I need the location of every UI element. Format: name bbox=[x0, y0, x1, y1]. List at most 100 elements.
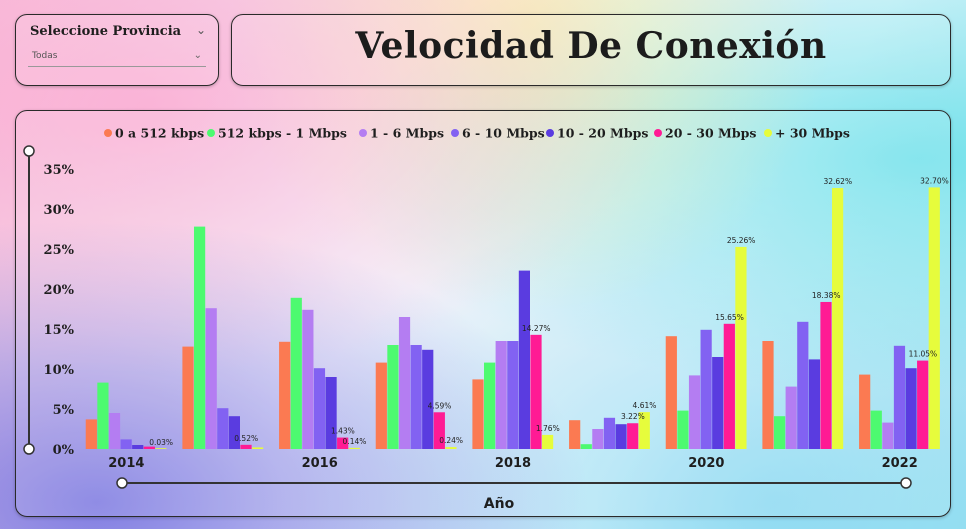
bar[interactable] bbox=[870, 410, 882, 449]
bar[interactable] bbox=[774, 416, 786, 449]
y-tick-label: 10% bbox=[44, 363, 75, 378]
y-tick-label: 20% bbox=[44, 283, 75, 298]
data-label: 25.26% bbox=[727, 236, 756, 245]
x-axis: 2014 2016 2018 2020 2022 bbox=[108, 456, 918, 471]
bar[interactable] bbox=[723, 323, 735, 449]
legend-item[interactable]: + 30 Mbps bbox=[764, 126, 850, 141]
bar[interactable] bbox=[108, 413, 121, 449]
bar[interactable] bbox=[893, 345, 906, 449]
bar[interactable] bbox=[542, 434, 554, 449]
bar[interactable] bbox=[182, 346, 194, 449]
bar[interactable] bbox=[507, 341, 519, 449]
bar[interactable] bbox=[518, 270, 530, 449]
bar[interactable] bbox=[155, 448, 167, 449]
legend-label: 20 - 30 Mbps bbox=[665, 126, 756, 141]
bar[interactable] bbox=[422, 349, 434, 449]
legend-label: 1 - 6 Mbps bbox=[370, 126, 444, 141]
bar[interactable] bbox=[592, 429, 604, 449]
bar[interactable] bbox=[569, 420, 581, 449]
bar[interactable] bbox=[348, 447, 360, 449]
bar[interactable] bbox=[472, 379, 484, 449]
bar[interactable] bbox=[820, 301, 832, 449]
legend-item[interactable]: 1 - 6 Mbps bbox=[359, 126, 444, 141]
bar[interactable] bbox=[410, 345, 422, 449]
legend-swatch bbox=[104, 129, 112, 137]
bar[interactable] bbox=[808, 359, 820, 449]
page-title: Velocidad De Conexión bbox=[355, 25, 827, 67]
legend-swatch bbox=[359, 129, 367, 137]
axis-sliders bbox=[23, 145, 912, 489]
bar[interactable] bbox=[387, 345, 399, 449]
bar[interactable] bbox=[445, 447, 457, 449]
legend-item[interactable]: 10 - 20 Mbps bbox=[546, 126, 648, 141]
legend-item[interactable]: 0 a 512 kbps bbox=[104, 126, 204, 141]
data-label: 15.65% bbox=[715, 313, 744, 322]
bar[interactable] bbox=[580, 444, 592, 449]
bar[interactable] bbox=[433, 412, 445, 449]
bar[interactable] bbox=[484, 362, 496, 449]
bar[interactable] bbox=[302, 309, 314, 449]
bar[interactable] bbox=[735, 246, 747, 449]
bar[interactable] bbox=[928, 187, 940, 449]
bar[interactable] bbox=[132, 445, 144, 449]
bar[interactable] bbox=[688, 375, 701, 449]
bar[interactable] bbox=[313, 368, 326, 449]
bar[interactable] bbox=[785, 386, 797, 449]
bar[interactable] bbox=[194, 226, 206, 449]
bar[interactable] bbox=[615, 424, 627, 449]
chart-legend: 0 a 512 kbps 512 kbps - 1 Mbps 1 - 6 Mbps 6… bbox=[104, 126, 850, 141]
bar[interactable] bbox=[290, 297, 302, 449]
bar[interactable] bbox=[905, 368, 917, 449]
bar[interactable] bbox=[252, 447, 264, 449]
data-label: 0.14% bbox=[343, 437, 367, 446]
bar[interactable] bbox=[375, 362, 387, 449]
bar[interactable] bbox=[665, 336, 677, 449]
province-dropdown-value: Todas bbox=[32, 51, 58, 61]
bar[interactable] bbox=[832, 188, 844, 449]
bar[interactable] bbox=[240, 444, 252, 449]
bar[interactable] bbox=[530, 334, 542, 449]
y-tick-label: 30% bbox=[44, 203, 75, 218]
bar[interactable] bbox=[325, 377, 337, 449]
bar[interactable] bbox=[638, 412, 650, 449]
bar[interactable] bbox=[228, 416, 240, 449]
bar[interactable] bbox=[797, 321, 809, 449]
legend-swatch bbox=[764, 129, 772, 137]
x-tick-label: 2014 bbox=[108, 456, 144, 471]
bar[interactable] bbox=[677, 410, 689, 449]
data-label: 0.52% bbox=[234, 434, 258, 443]
bar[interactable] bbox=[398, 317, 411, 449]
legend-item[interactable]: 512 kbps - 1 Mbps bbox=[207, 126, 347, 141]
y-range-slider-handle[interactable] bbox=[23, 443, 35, 455]
bar[interactable] bbox=[217, 408, 229, 449]
data-label: 18.38% bbox=[812, 291, 841, 300]
x-tick-label: 2016 bbox=[302, 456, 338, 471]
bar[interactable] bbox=[143, 446, 155, 449]
bar[interactable] bbox=[279, 341, 291, 449]
x-range-slider-handle[interactable] bbox=[116, 477, 128, 489]
bar[interactable] bbox=[627, 423, 639, 449]
bar[interactable] bbox=[882, 422, 894, 449]
bar[interactable] bbox=[917, 360, 929, 449]
y-range-slider-handle[interactable] bbox=[23, 145, 35, 157]
bar[interactable] bbox=[337, 437, 349, 449]
bar[interactable] bbox=[85, 419, 97, 449]
bar[interactable] bbox=[97, 382, 109, 449]
legend-swatch bbox=[654, 129, 662, 137]
province-dropdown[interactable]: Todas ⌄ bbox=[28, 49, 206, 67]
x-range-slider-handle[interactable] bbox=[900, 477, 912, 489]
bar[interactable] bbox=[205, 308, 217, 449]
bar[interactable] bbox=[603, 417, 616, 449]
chevron-down-icon[interactable]: ⌄ bbox=[193, 50, 202, 61]
data-label: 4.61% bbox=[633, 401, 657, 410]
y-tick-label: 35% bbox=[44, 163, 75, 178]
bar[interactable] bbox=[120, 439, 132, 449]
bar[interactable] bbox=[712, 357, 724, 449]
legend-item[interactable]: 20 - 30 Mbps bbox=[654, 126, 756, 141]
bar[interactable] bbox=[700, 329, 712, 449]
legend-item[interactable]: 6 - 10 Mbps bbox=[451, 126, 545, 141]
slicer-chevron-icon[interactable]: ⌄ bbox=[195, 23, 206, 37]
bar[interactable] bbox=[495, 341, 507, 449]
bar[interactable] bbox=[859, 374, 871, 449]
bar[interactable] bbox=[762, 341, 774, 449]
